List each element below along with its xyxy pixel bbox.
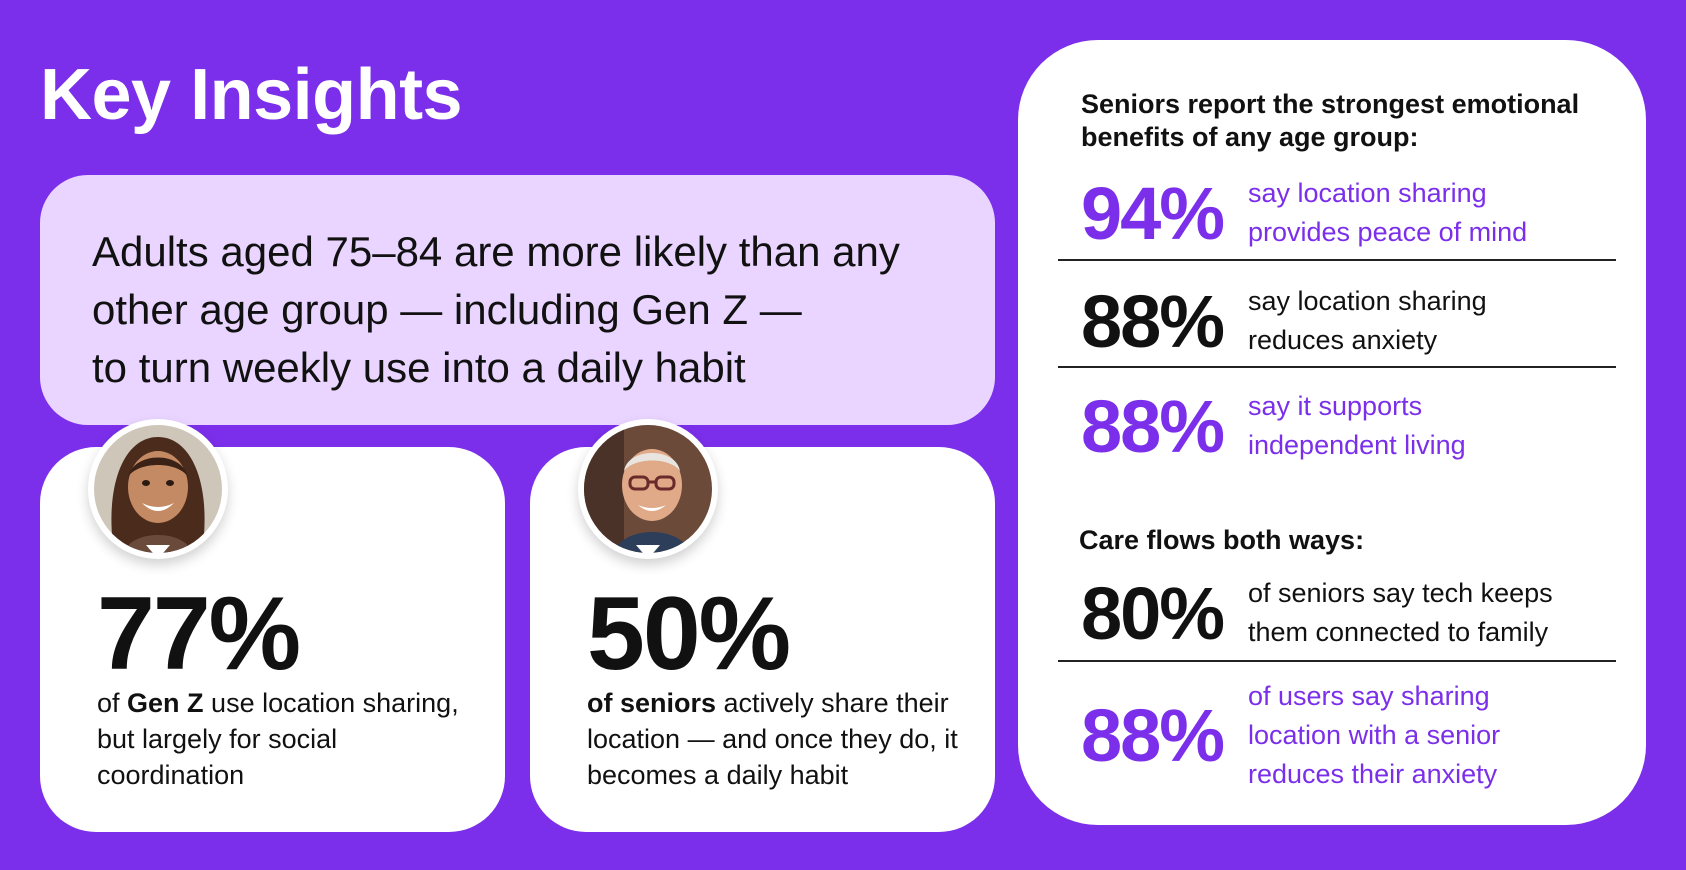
desc-rest: use location sharing, but largely for so… (97, 688, 459, 790)
avatar-pointer (146, 545, 170, 559)
desc-bold: Gen Z (127, 688, 204, 718)
headline-banner: Adults aged 75–84 are more likely than a… (40, 175, 995, 425)
benefits-panel: Seniors report the strongest emotional b… (1018, 40, 1646, 825)
panel-heading-seniors: Seniors report the strongest emotional b… (1081, 89, 1580, 152)
stat-percent: 80% (1081, 571, 1225, 655)
banner-line-1: Adults aged 75–84 are more likely than a… (92, 228, 900, 275)
gen-z-stat-card: 77% of Gen Z use location sharing, but l… (40, 419, 505, 832)
panel-heading-care: Care flows both ways: (1079, 525, 1365, 555)
page-title: Key Insights (40, 55, 463, 135)
stat-row: 80% of seniors say tech keeps them conne… (1058, 560, 1616, 666)
stat-row: 88% of users say sharing location with a… (1058, 672, 1616, 798)
banner-line-2: other age group — including Gen Z — (92, 286, 802, 333)
stat-percent: 94% (1081, 171, 1225, 255)
stat-percent: 88% (1081, 279, 1225, 363)
banner-line-3: to turn weekly use into a daily habit (92, 344, 746, 391)
divider (1058, 366, 1616, 368)
avatar-pointer (636, 545, 660, 559)
young-woman-photo (94, 425, 222, 553)
senior-man-photo (584, 425, 712, 553)
stat-value: 50% (587, 576, 791, 692)
stat-description: of seniors actively share their location… (587, 685, 967, 793)
seniors-stat-card: 50% of seniors actively share their loca… (530, 419, 995, 832)
divider (1058, 259, 1616, 261)
banner-text: Adults aged 75–84 are more likely than a… (92, 223, 943, 397)
stat-text: of users say sharing location with a sen… (1248, 680, 1501, 789)
stat-text: of seniors say tech keeps them connected… (1248, 578, 1553, 647)
stat-percent: 88% (1081, 384, 1225, 468)
avatar (578, 419, 718, 559)
avatar-bubble (88, 419, 228, 559)
avatar-bubble (578, 419, 718, 559)
stat-percent: 88% (1081, 693, 1225, 777)
stat-value: 77% (97, 576, 301, 692)
desc-bold: of seniors (587, 688, 717, 718)
stat-text: say location sharing reduces anxiety (1248, 286, 1487, 355)
divider (1058, 660, 1616, 662)
desc-rest: actively share their location — and once… (587, 688, 958, 790)
stat-text: say it supports independent living (1248, 391, 1466, 460)
stat-row: 94% say location sharing provides peace … (1058, 160, 1616, 266)
avatar (88, 419, 228, 559)
stat-description: of Gen Z use location sharing, but large… (97, 685, 477, 793)
stat-row: 88% say location sharing reduces anxiety (1058, 268, 1616, 374)
stat-text: say location sharing provides peace of m… (1248, 178, 1528, 247)
stat-row: 88% say it supports independent living (1058, 373, 1616, 479)
desc-prefix: of (97, 688, 128, 718)
